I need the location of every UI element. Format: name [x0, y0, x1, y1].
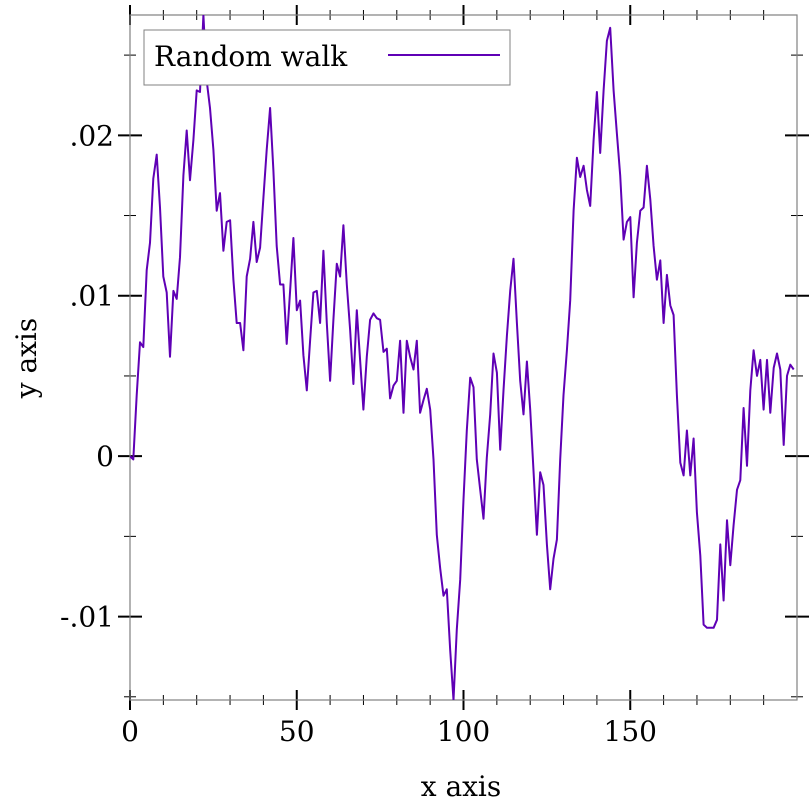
legend-label: Random walk [154, 40, 348, 73]
y-tick-label: -.01 [60, 601, 114, 634]
x-tick-label: 50 [279, 715, 315, 748]
series-line-random-walk [130, 15, 795, 700]
x-tick-label: 100 [437, 715, 490, 748]
plot-frame [129, 14, 798, 701]
y-tick-label: .02 [69, 119, 114, 152]
y-tick-label: 0 [96, 440, 114, 473]
y-tick-label: .01 [69, 280, 114, 313]
x-tick-labels: 0 50 100 150 [121, 715, 657, 748]
legend-box [143, 29, 511, 86]
x-tick-label: 150 [604, 715, 657, 748]
y-tick-labels: -.01 0 .01 .02 [60, 119, 114, 633]
x-tick-label: 0 [121, 715, 139, 748]
axis-ticks [118, 5, 809, 710]
y-axis-label: y axis [10, 318, 43, 400]
x-axis-label: x axis [421, 770, 502, 803]
legend: Random walk [143, 29, 511, 86]
